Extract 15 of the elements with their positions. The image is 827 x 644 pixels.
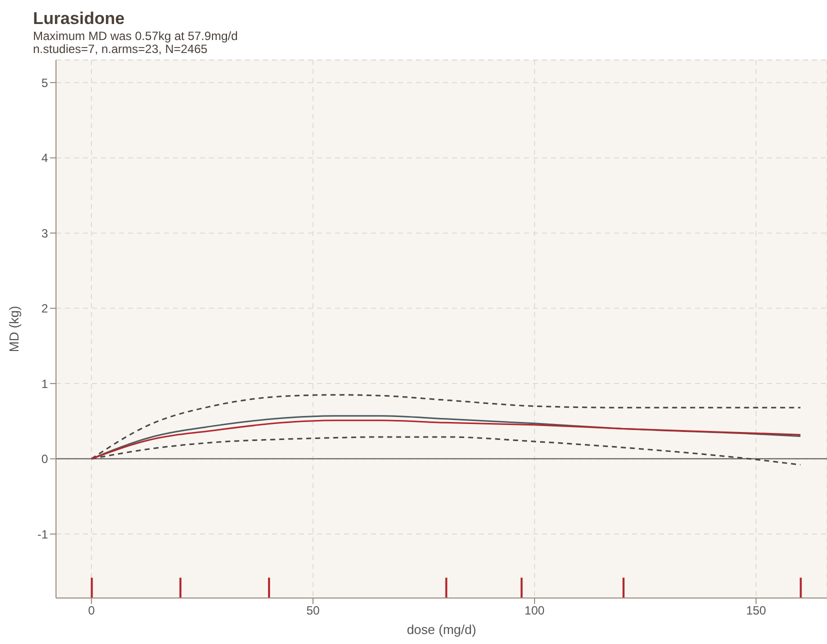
x-tick-label: 0 bbox=[88, 604, 96, 618]
y-tick-label: 1 bbox=[41, 376, 48, 391]
x-tick-label: 50 bbox=[306, 604, 320, 618]
x-axis-title: dose (mg/d) bbox=[406, 622, 476, 637]
x-tick-label: 100 bbox=[524, 604, 545, 618]
y-tick-label: 2 bbox=[41, 302, 48, 316]
y-tick-label: -1 bbox=[37, 527, 48, 542]
y-tick-label: 4 bbox=[41, 151, 48, 166]
y-tick-label: 5 bbox=[41, 76, 48, 90]
chart-subtitle: Maximum MD was 0.57kg at 57.9mg/d n.studies=7, n.arms=23, N=2465 bbox=[33, 29, 239, 56]
x-tick-label: 150 bbox=[746, 604, 766, 618]
chart-title: Lurasidone bbox=[33, 8, 126, 30]
y-axis-title: MD (kg) bbox=[6, 306, 22, 352]
y-tick-label: 3 bbox=[41, 226, 48, 240]
y-tick-label: 0 bbox=[41, 452, 48, 466]
